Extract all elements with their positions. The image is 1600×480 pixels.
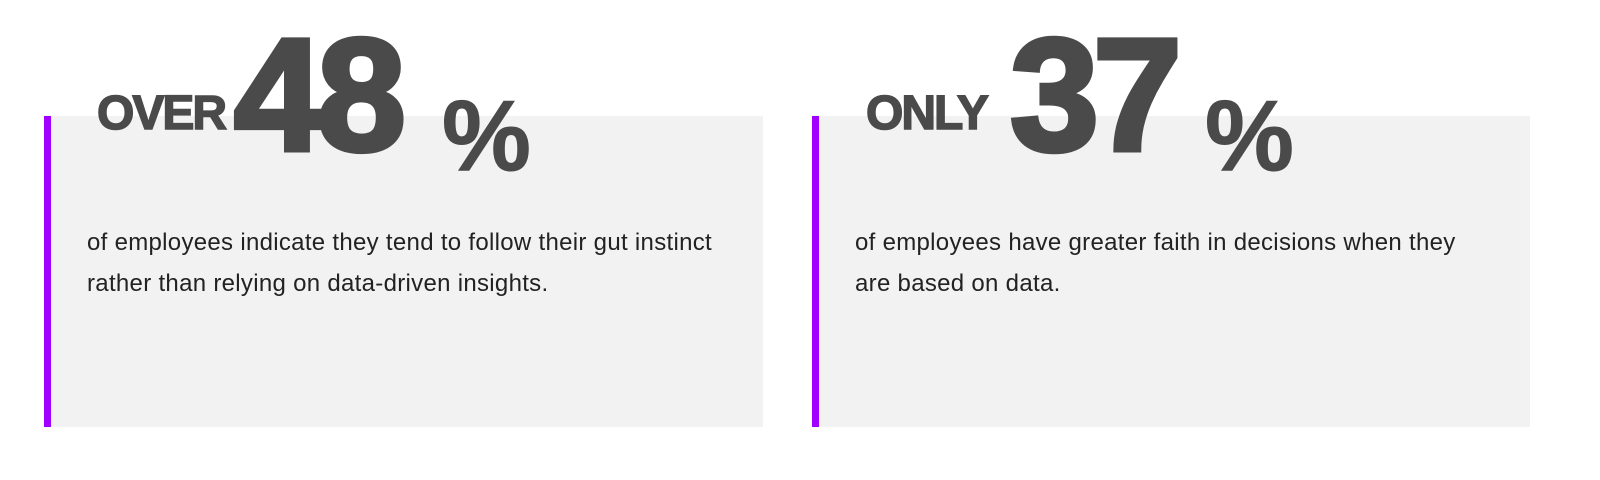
stat-percent-sign: %	[442, 80, 532, 192]
stat-number: 37	[1008, 5, 1185, 184]
stat-card-2	[812, 116, 1530, 427]
stat-description: of employees have greater faith in decis…	[855, 229, 1456, 297]
accent-bar	[812, 116, 819, 427]
accent-bar	[44, 116, 51, 427]
stat-card-1	[44, 116, 763, 427]
stat-description: of employees indicate they tend to follo…	[87, 229, 713, 297]
stat-qualifier: OVER	[96, 87, 228, 140]
stat-percent-sign: %	[1205, 80, 1295, 192]
stat-number: 48	[232, 5, 409, 184]
stat-qualifier: ONLY	[865, 87, 989, 140]
